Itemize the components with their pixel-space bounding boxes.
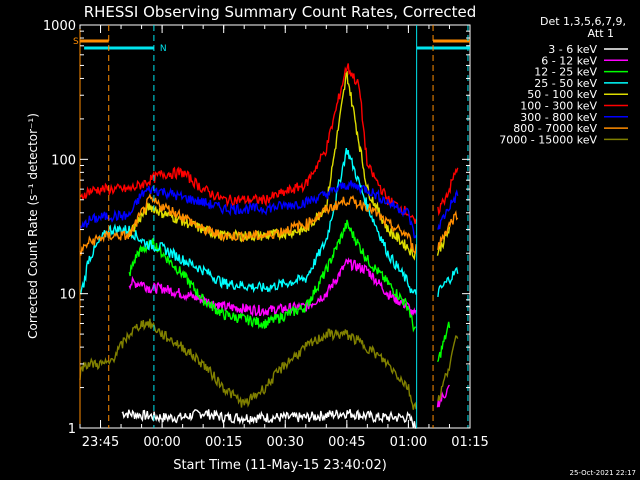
legend-label: 6 - 12 keV (541, 54, 597, 67)
legend-header-line1: Det 1,3,5,6,7,9, (540, 15, 626, 28)
series-line (437, 167, 459, 217)
saa-label: S (73, 37, 79, 47)
x-axis-label: Start Time (11-May-15 23:40:02) (173, 458, 387, 473)
x-tick-label: 01:00 (390, 435, 427, 450)
legend-label: 3 - 6 keV (548, 43, 597, 56)
x-tick-label: 00:45 (328, 435, 365, 450)
marker-lines: SN (73, 25, 470, 428)
legend-label: 25 - 50 keV (534, 77, 597, 90)
series-line (128, 257, 417, 318)
series-3-6kev (121, 408, 417, 429)
series-100-300kev (79, 63, 459, 224)
legend-header: Det 1,3,5,6,7,9, Att 1 (540, 15, 626, 40)
legend-label: 800 - 7000 keV (513, 122, 597, 135)
series-line (79, 63, 417, 224)
series-25-50kev (79, 148, 459, 297)
series-12-25kev (128, 219, 451, 363)
night-label: N (160, 44, 167, 54)
series-300-800kev (79, 180, 459, 239)
y-tick-label: 1 (68, 422, 76, 437)
x-tick-label: 23:45 (82, 435, 119, 450)
series-line (437, 335, 459, 402)
series-line (79, 180, 417, 239)
x-tick-label: 01:15 (451, 435, 488, 450)
legend-label: 12 - 25 keV (534, 66, 597, 79)
axes: 1 10 100 1000 23:45 00:00 00:15 00:30 00:45 01:00… (43, 19, 489, 450)
series-group (79, 63, 459, 429)
series-line (121, 408, 417, 429)
legend-label: 7000 - 15000 keV (499, 133, 597, 146)
series-6-12kev (128, 257, 450, 408)
y-tick-label: 1000 (43, 19, 76, 34)
series-line (437, 189, 459, 230)
legend-label: 50 - 100 keV (527, 88, 597, 101)
legend-header-line2: Att 1 (588, 27, 614, 40)
timestamp: 25-Oct-2021 22:17 (570, 469, 636, 477)
series-line (79, 318, 417, 410)
y-tick-label: 100 (51, 153, 76, 168)
chart-title: RHESSI Observing Summary Count Rates, Co… (84, 3, 477, 21)
y-tick-label: 10 (59, 288, 76, 303)
x-tick-label: 00:15 (205, 435, 242, 450)
series-7000-15000kev (79, 318, 459, 410)
series-line (79, 192, 417, 256)
series-line (128, 70, 416, 261)
y-axis-label: Corrected Count Rate (s⁻¹ detector⁻¹) (26, 113, 40, 339)
series-line (436, 384, 450, 408)
series-line (437, 209, 459, 250)
series-line (437, 266, 459, 297)
x-tick-label: 00:00 (143, 435, 180, 450)
legend-label: 100 - 300 keV (520, 100, 597, 113)
x-tick-label: 00:30 (267, 435, 304, 450)
series-line (436, 321, 451, 363)
series-line (128, 219, 417, 333)
legend-label: 300 - 800 keV (520, 111, 597, 124)
series-800-7000kev (79, 192, 459, 256)
series-line (79, 148, 417, 296)
